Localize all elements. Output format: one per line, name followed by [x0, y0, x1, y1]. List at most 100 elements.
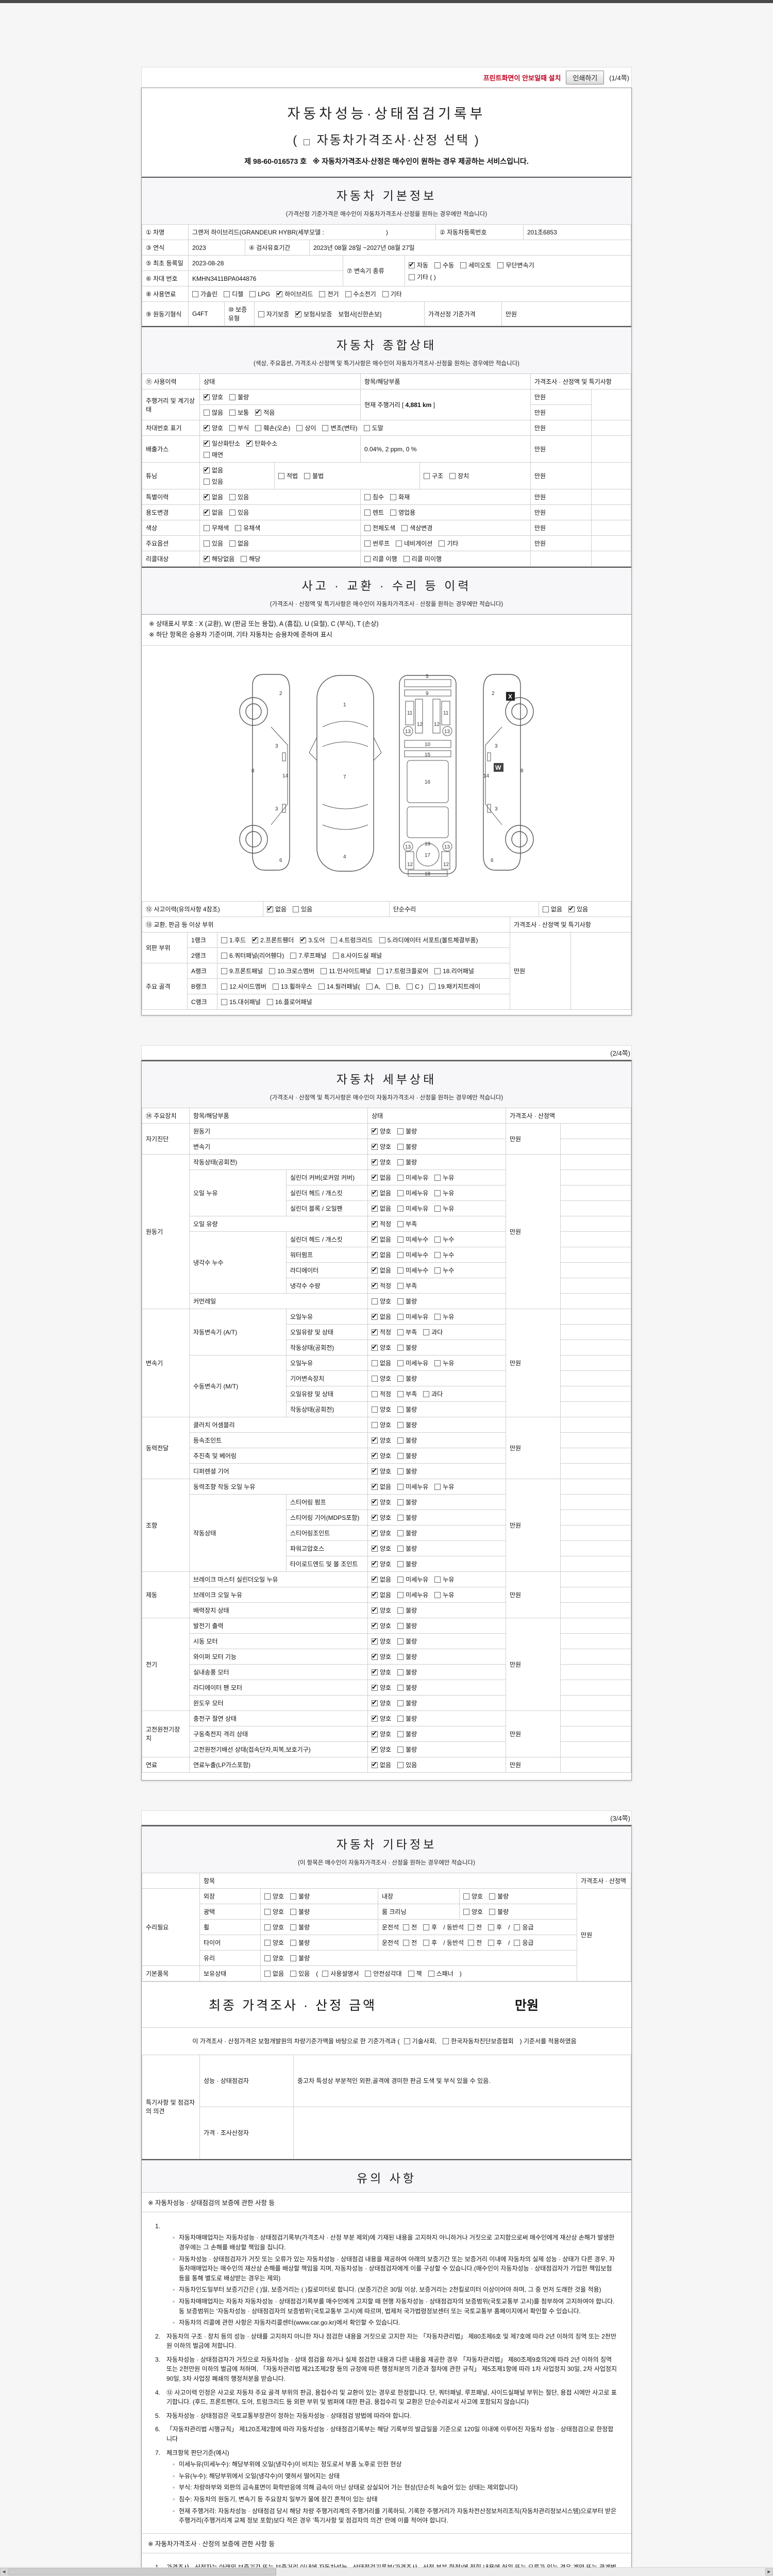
checkbox[interactable]	[372, 1482, 378, 1490]
checkbox[interactable]	[434, 1251, 441, 1258]
checkbox[interactable]	[397, 1143, 404, 1150]
checkbox[interactable]	[397, 1591, 404, 1598]
checkbox[interactable]	[404, 2038, 410, 2044]
checkbox[interactable]	[372, 1699, 378, 1707]
checkbox[interactable]	[449, 473, 456, 479]
checkbox[interactable]	[258, 311, 264, 317]
checkbox[interactable]	[366, 983, 373, 990]
checkbox[interactable]	[428, 1970, 434, 1977]
checkbox[interactable]	[372, 1281, 378, 1290]
checkbox[interactable]	[372, 1544, 378, 1552]
checkbox[interactable]	[423, 1329, 430, 1335]
checkbox[interactable]	[514, 1924, 520, 1930]
checkbox[interactable]	[372, 1498, 378, 1506]
checkbox[interactable]	[266, 998, 273, 1005]
checkbox[interactable]	[423, 1939, 430, 1946]
checkbox[interactable]	[397, 1298, 404, 1304]
checkbox[interactable]	[390, 510, 397, 516]
checkbox[interactable]	[331, 937, 338, 943]
print-button[interactable]: 인쇄하기	[566, 71, 604, 84]
checkbox[interactable]	[372, 1668, 378, 1676]
checkbox[interactable]	[249, 291, 256, 297]
price-select-checkbox[interactable]	[303, 139, 310, 145]
checkbox[interactable]	[434, 262, 441, 268]
checkbox[interactable]	[397, 1375, 404, 1382]
checkbox[interactable]	[397, 1545, 404, 1552]
checkbox[interactable]	[397, 1700, 404, 1706]
checkbox[interactable]	[204, 439, 210, 447]
checkbox[interactable]	[397, 1731, 404, 1737]
checkbox[interactable]	[372, 1173, 378, 1181]
checkbox[interactable]	[304, 473, 311, 479]
checkbox[interactable]	[255, 408, 262, 416]
checkbox[interactable]	[397, 1576, 404, 1583]
checkbox[interactable]	[397, 1236, 404, 1243]
checkbox[interactable]	[372, 1406, 378, 1413]
checkbox[interactable]	[372, 1436, 378, 1444]
checkbox[interactable]	[468, 1924, 475, 1930]
checkbox[interactable]	[204, 554, 210, 563]
checkbox[interactable]	[372, 1621, 378, 1630]
checkbox[interactable]	[372, 1189, 378, 1197]
checkbox[interactable]	[204, 423, 210, 432]
checkbox[interactable]	[264, 1893, 271, 1900]
checkbox[interactable]	[403, 1924, 410, 1930]
checkbox[interactable]	[372, 1529, 378, 1537]
checkbox[interactable]	[468, 1939, 475, 1946]
checkbox[interactable]	[397, 1468, 404, 1475]
checkbox[interactable]	[463, 1908, 469, 1915]
checkbox[interactable]	[204, 466, 210, 474]
checkbox[interactable]	[229, 510, 236, 516]
checkbox[interactable]	[204, 410, 210, 416]
checkbox[interactable]	[293, 906, 299, 912]
checkbox[interactable]	[397, 1530, 404, 1536]
checkbox[interactable]	[372, 1760, 378, 1769]
checkbox[interactable]	[397, 1391, 404, 1397]
checkbox[interactable]	[372, 1312, 378, 1320]
checkbox[interactable]	[229, 494, 236, 500]
checkbox[interactable]	[372, 1391, 378, 1397]
checkbox[interactable]	[372, 1360, 378, 1366]
checkbox[interactable]	[345, 291, 351, 297]
checkbox[interactable]	[269, 968, 276, 974]
checkbox[interactable]	[397, 1607, 404, 1614]
checkbox[interactable]	[424, 473, 430, 479]
checkbox[interactable]	[489, 1908, 496, 1915]
checkbox[interactable]	[221, 998, 227, 1005]
checkbox[interactable]	[397, 1205, 404, 1212]
checkbox[interactable]	[397, 1499, 404, 1505]
checkbox[interactable]	[434, 1190, 441, 1196]
checkbox[interactable]	[278, 473, 284, 479]
checkbox[interactable]	[543, 906, 549, 912]
checkbox[interactable]	[296, 425, 303, 431]
checkbox[interactable]	[372, 1142, 378, 1150]
checkbox[interactable]	[204, 393, 210, 401]
checkbox[interactable]	[365, 1970, 372, 1977]
checkbox[interactable]	[463, 1893, 469, 1900]
checkbox[interactable]	[241, 556, 247, 562]
checkbox[interactable]	[224, 291, 230, 297]
checkbox[interactable]	[397, 1715, 404, 1722]
checkbox[interactable]	[372, 1683, 378, 1691]
checkbox[interactable]	[372, 1235, 378, 1243]
checkbox[interactable]	[397, 1421, 404, 1428]
checkbox[interactable]	[434, 1360, 441, 1366]
checkbox[interactable]	[221, 937, 227, 943]
checkbox[interactable]	[364, 510, 371, 516]
checkbox[interactable]	[364, 525, 371, 531]
checkbox[interactable]	[439, 540, 445, 547]
checkbox[interactable]	[322, 1970, 329, 1977]
checkbox[interactable]	[514, 1939, 520, 1946]
checkbox[interactable]	[272, 983, 279, 990]
checkbox[interactable]	[460, 262, 467, 268]
checkbox[interactable]	[264, 1939, 271, 1946]
checkbox[interactable]	[434, 1576, 441, 1583]
checkbox[interactable]	[372, 1328, 378, 1336]
checkbox[interactable]	[290, 952, 297, 959]
checkbox[interactable]	[229, 540, 236, 547]
checkbox[interactable]	[290, 1955, 297, 1961]
checkbox[interactable]	[397, 1452, 404, 1459]
checkbox[interactable]	[397, 1622, 404, 1629]
checkbox[interactable]	[489, 1893, 496, 1900]
checkbox[interactable]	[295, 310, 302, 318]
